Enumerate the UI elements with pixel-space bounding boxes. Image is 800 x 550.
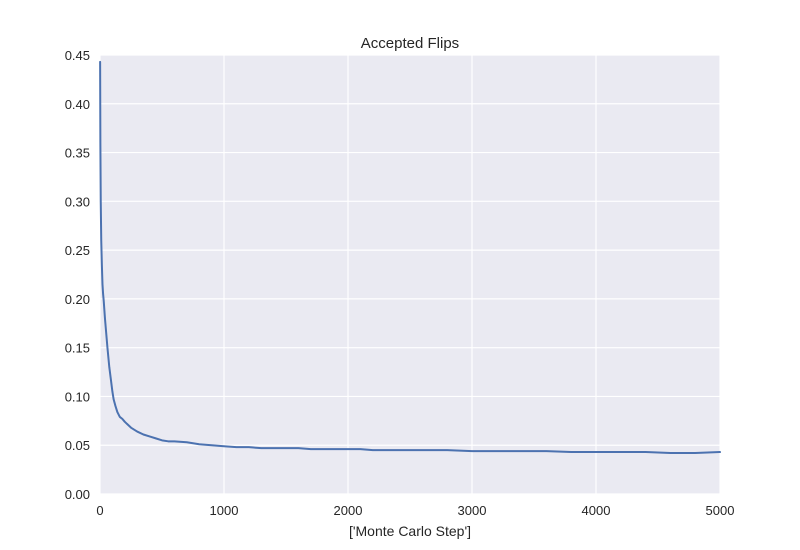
y-tick-label: 0.05 [65, 438, 90, 453]
series-line-accepted-flips [99, 60, 721, 455]
x-tick-labels: 0 1000 2000 3000 4000 5000 [96, 503, 734, 518]
plot-background [100, 55, 720, 494]
y-tick-label: 0.40 [65, 97, 90, 112]
y-tick-label: 0.00 [65, 487, 90, 502]
x-axis-label: ['Monte Carlo Step'] [349, 523, 471, 539]
y-tick-label: 0.45 [65, 48, 90, 63]
y-tick-label: 0.15 [65, 341, 90, 356]
x-tick-label: 5000 [706, 503, 735, 518]
y-tick-label: 0.35 [65, 146, 90, 161]
y-tick-label: 0.25 [65, 243, 90, 258]
x-tick-label: 2000 [334, 503, 363, 518]
x-tick-label: 3000 [458, 503, 487, 518]
x-tick-label: 1000 [210, 503, 239, 518]
y-tick-label: 0.20 [65, 292, 90, 307]
grid-lines [99, 54, 721, 495]
x-tick-label: 4000 [582, 503, 611, 518]
x-tick-label: 0 [96, 503, 103, 518]
y-tick-labels: 0.00 0.05 0.10 0.15 0.20 0.25 0.30 0.35 0.40 0.45 [65, 48, 90, 502]
y-tick-label: 0.10 [65, 389, 90, 404]
chart-title: Accepted Flips [361, 35, 459, 52]
y-tick-label: 0.30 [65, 194, 90, 209]
